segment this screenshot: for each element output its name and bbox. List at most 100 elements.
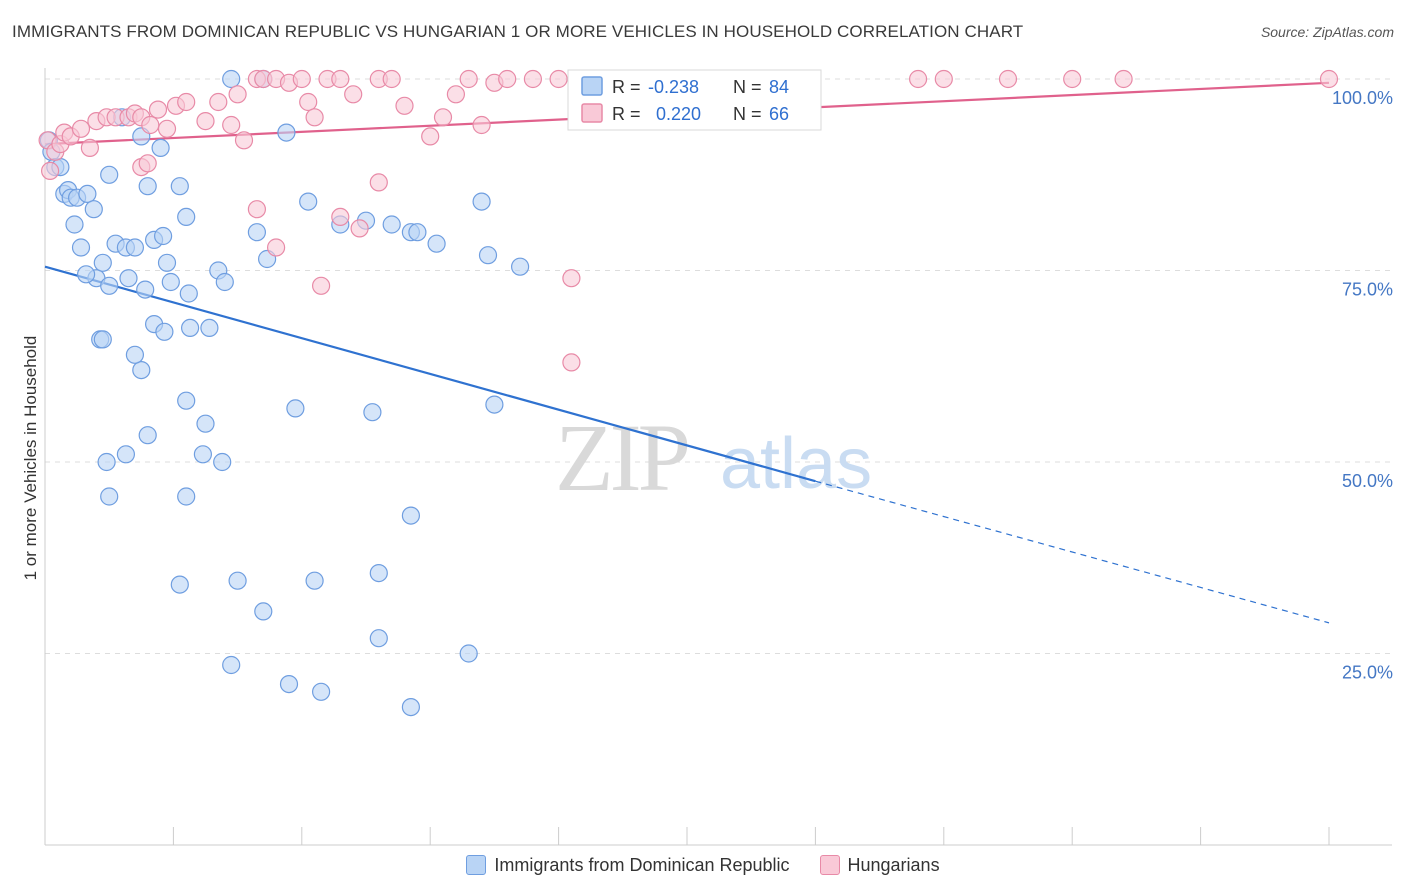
point-dominican bbox=[161, 272, 180, 292]
point-hungarian bbox=[222, 115, 241, 135]
point-hungarian bbox=[312, 276, 331, 295]
point-dominican bbox=[247, 223, 266, 242]
trend-line-dominican-extension bbox=[815, 480, 1330, 624]
point-hungarian bbox=[305, 108, 324, 127]
legend-pink-r-value: 0.220 bbox=[656, 104, 701, 124]
point-hungarian bbox=[549, 69, 568, 89]
point-hungarian bbox=[234, 131, 254, 150]
point-hungarian bbox=[1114, 69, 1133, 89]
legend-item-dominican: Immigrants from Dominican Republic bbox=[466, 854, 790, 876]
point-dominican bbox=[193, 445, 212, 464]
point-dominican bbox=[125, 345, 144, 364]
point-dominican bbox=[369, 629, 388, 648]
point-hungarian bbox=[138, 154, 157, 173]
point-dominican bbox=[179, 284, 198, 303]
y-tick-labels: 100.0% 75.0% 50.0% 25.0% bbox=[1332, 88, 1393, 683]
watermark: ZIP atlas bbox=[555, 404, 872, 511]
point-dominican bbox=[138, 426, 157, 445]
data-points bbox=[38, 69, 1339, 717]
point-dominican bbox=[312, 682, 331, 701]
trend-lines bbox=[44, 81, 1330, 624]
y-tick-label: 100.0% bbox=[1332, 88, 1393, 108]
point-hungarian bbox=[267, 238, 286, 257]
point-dominican bbox=[305, 571, 324, 590]
point-hungarian bbox=[177, 92, 196, 112]
point-hungarian bbox=[157, 119, 177, 138]
legend-top-box bbox=[567, 69, 822, 131]
legend-pink-swatch bbox=[581, 103, 603, 123]
point-hungarian bbox=[998, 69, 1018, 89]
legend-pink-n-label: N = bbox=[733, 104, 762, 124]
chart-title: IMMIGRANTS FROM DOMINICAN REPUBLIC VS HU… bbox=[12, 22, 1024, 41]
point-dominican bbox=[408, 223, 427, 242]
legend-blue-swatch bbox=[581, 76, 603, 96]
point-dominican bbox=[100, 487, 119, 506]
legend-swatch-pink bbox=[819, 855, 840, 875]
point-dominican bbox=[71, 238, 91, 257]
point-hungarian bbox=[80, 138, 100, 157]
point-hungarian bbox=[498, 69, 517, 89]
point-dominican bbox=[100, 276, 119, 295]
point-hungarian bbox=[459, 69, 478, 89]
point-hungarian bbox=[395, 96, 414, 115]
point-dominican bbox=[363, 403, 382, 422]
point-hungarian bbox=[562, 353, 581, 372]
point-hungarian bbox=[382, 69, 401, 89]
point-dominican bbox=[76, 265, 96, 284]
point-dominican bbox=[177, 207, 196, 226]
point-hungarian bbox=[292, 69, 311, 89]
point-dominican bbox=[170, 575, 189, 594]
point-dominican bbox=[427, 234, 446, 253]
point-dominican bbox=[181, 318, 200, 337]
trend-line-dominican bbox=[44, 265, 816, 483]
legend-label-dominican: Immigrants from Dominican Republic bbox=[494, 854, 790, 875]
point-dominican bbox=[472, 192, 491, 211]
point-hungarian bbox=[421, 127, 440, 146]
point-hungarian bbox=[196, 111, 215, 131]
point-dominican bbox=[65, 215, 84, 234]
y-axis-label: 1 or more Vehicles in Household bbox=[21, 336, 40, 581]
point-hungarian bbox=[344, 85, 363, 104]
point-hungarian bbox=[446, 85, 465, 104]
point-dominican bbox=[119, 269, 138, 288]
legend-pink-r-label: R = bbox=[612, 104, 641, 124]
point-dominican bbox=[177, 487, 196, 506]
point-dominican bbox=[485, 395, 504, 414]
point-dominican bbox=[170, 177, 189, 196]
point-hungarian bbox=[472, 115, 491, 135]
point-hungarian bbox=[433, 108, 453, 127]
point-dominican bbox=[136, 280, 155, 299]
y-tick-label: 50.0% bbox=[1342, 471, 1393, 491]
point-dominican bbox=[200, 318, 219, 337]
point-dominican bbox=[286, 399, 305, 418]
point-dominican bbox=[132, 361, 151, 380]
point-hungarian bbox=[247, 200, 266, 219]
point-dominican bbox=[215, 272, 234, 292]
point-dominican bbox=[279, 674, 299, 694]
point-dominican bbox=[401, 697, 420, 717]
source-label: Source: ZipAtlas.com bbox=[1260, 24, 1394, 40]
point-hungarian bbox=[562, 269, 581, 288]
legend-bottom: Immigrants from Dominican Republic Hunga… bbox=[0, 850, 1406, 880]
point-hungarian bbox=[141, 115, 160, 135]
point-dominican bbox=[97, 452, 116, 472]
scatter-chart: ZIP atlas 100.0%75.0%50.0%25.0% 0.0%100.… bbox=[21, 68, 1393, 846]
axes bbox=[44, 68, 1392, 846]
watermark-atlas: atlas bbox=[720, 424, 872, 504]
point-dominican bbox=[154, 226, 173, 246]
point-hungarian bbox=[299, 92, 318, 112]
point-hungarian bbox=[148, 100, 168, 119]
point-dominican bbox=[125, 238, 144, 257]
legend-blue-n-value: 84 bbox=[769, 77, 789, 97]
point-dominican bbox=[78, 184, 97, 203]
point-dominican bbox=[93, 253, 112, 272]
point-dominican bbox=[401, 506, 420, 525]
point-dominican bbox=[151, 138, 170, 157]
point-dominican bbox=[116, 445, 136, 464]
point-hungarian bbox=[40, 161, 60, 180]
point-hungarian bbox=[908, 69, 928, 89]
point-dominican bbox=[177, 391, 196, 410]
point-dominican bbox=[369, 563, 388, 583]
point-dominican bbox=[459, 644, 478, 663]
point-dominican bbox=[277, 123, 296, 142]
